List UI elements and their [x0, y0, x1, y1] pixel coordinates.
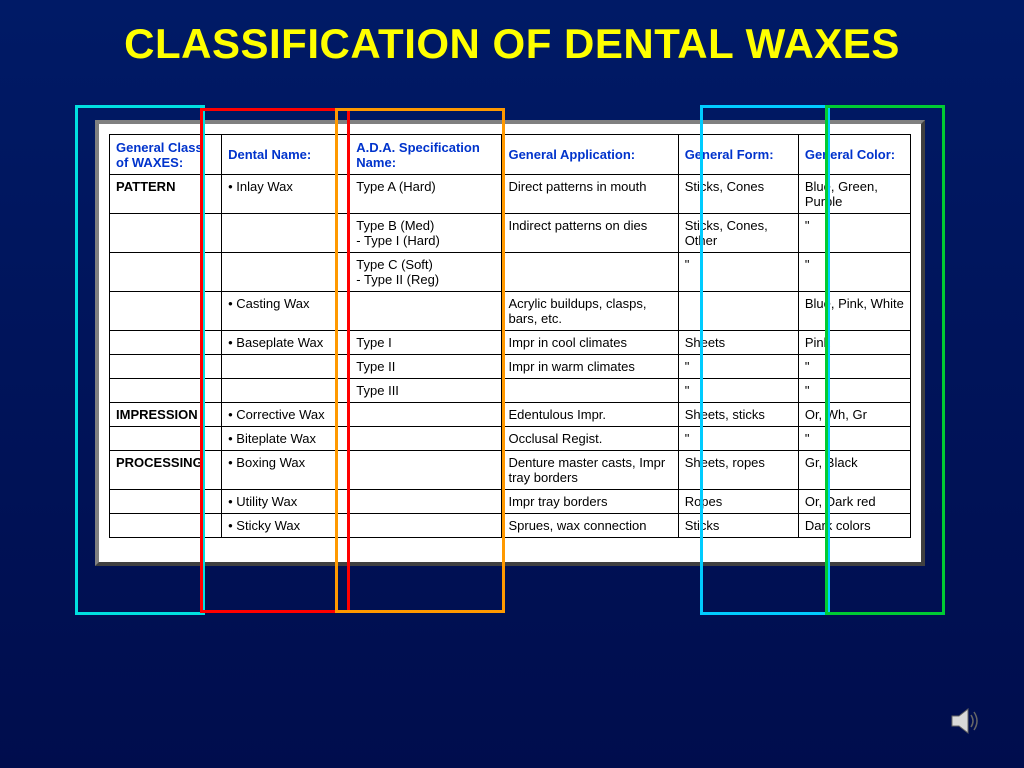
table-cell: Type C (Soft)- Type II (Reg)	[350, 253, 502, 292]
table-header-row: General Class of WAXES:Dental Name:A.D.A…	[110, 135, 911, 175]
col-header-2: A.D.A. Specification Name:	[350, 135, 502, 175]
table-cell: "	[678, 379, 798, 403]
table-cell	[502, 379, 678, 403]
table-cell	[110, 214, 222, 253]
table-cell	[222, 253, 350, 292]
table-cell: Direct patterns in mouth	[502, 175, 678, 214]
table-cell	[678, 292, 798, 331]
table-row: • Sticky Wax Sprues, wax connectionSticks…	[110, 514, 911, 538]
table-cell: Type A (Hard)	[350, 175, 502, 214]
table-cell: Impr in cool climates	[502, 331, 678, 355]
table-row: IMPRESSION• Corrective Wax Edentulous Imp…	[110, 403, 911, 427]
table-cell	[110, 253, 222, 292]
table-cell	[350, 292, 502, 331]
table-cell: "	[678, 253, 798, 292]
table-row: Type B (Med)- Type I (Hard)Indirect patt…	[110, 214, 911, 253]
table-cell: • Corrective Wax	[222, 403, 350, 427]
table-row: • Baseplate WaxType IImpr in cool climat…	[110, 331, 911, 355]
table-cell: • Baseplate Wax	[222, 331, 350, 355]
table-cell: Impr in warm climates	[502, 355, 678, 379]
table-cell: Sticks	[678, 514, 798, 538]
table-cell	[222, 355, 350, 379]
table-cell: Dark colors	[798, 514, 910, 538]
table-cell	[350, 490, 502, 514]
table-cell: "	[798, 253, 910, 292]
table-cell: Sheets, ropes	[678, 451, 798, 490]
table-cell: • Biteplate Wax	[222, 427, 350, 451]
table-cell: Or, Dark red	[798, 490, 910, 514]
table-cell: Or, Wh, Gr	[798, 403, 910, 427]
table-row: PATTERN• Inlay WaxType A (Hard)Direct pa…	[110, 175, 911, 214]
table-cell: "	[678, 355, 798, 379]
table-cell: "	[678, 427, 798, 451]
table-cell	[110, 514, 222, 538]
table-row: PROCESSING• Boxing Wax Denture master cas…	[110, 451, 911, 490]
table-cell: Type I	[350, 331, 502, 355]
table-cell: Blue, Green, Purple	[798, 175, 910, 214]
table-row: Type C (Soft)- Type II (Reg) ""	[110, 253, 911, 292]
table-row: Type III ""	[110, 379, 911, 403]
table-cell: "	[798, 427, 910, 451]
table-cell: Pink	[798, 331, 910, 355]
table-cell: • Casting Wax	[222, 292, 350, 331]
table-cell	[110, 490, 222, 514]
table-cell	[502, 253, 678, 292]
table-cell	[350, 427, 502, 451]
table-cell: Sprues, wax connection	[502, 514, 678, 538]
wax-table-container: General Class of WAXES:Dental Name:A.D.A…	[95, 120, 925, 566]
table-cell: Type II	[350, 355, 502, 379]
table-cell: PROCESSING	[110, 451, 222, 490]
col-header-1: Dental Name:	[222, 135, 350, 175]
table-cell: Sticks, Cones	[678, 175, 798, 214]
table-cell: Acrylic buildups, clasps, bars, etc.	[502, 292, 678, 331]
table-cell: Sheets	[678, 331, 798, 355]
table-cell: • Boxing Wax	[222, 451, 350, 490]
table-cell: Edentulous Impr.	[502, 403, 678, 427]
table-cell: "	[798, 355, 910, 379]
table-cell: • Sticky Wax	[222, 514, 350, 538]
table-cell: Indirect patterns on dies	[502, 214, 678, 253]
col-header-5: General Color:	[798, 135, 910, 175]
table-cell	[110, 292, 222, 331]
table-cell: • Utility Wax	[222, 490, 350, 514]
table-cell	[350, 514, 502, 538]
table-cell	[222, 214, 350, 253]
table-cell: "	[798, 379, 910, 403]
table-cell: Gr, Black	[798, 451, 910, 490]
col-header-4: General Form:	[678, 135, 798, 175]
col-header-0: General Class of WAXES:	[110, 135, 222, 175]
table-cell	[110, 427, 222, 451]
table-cell	[110, 379, 222, 403]
table-cell: "	[798, 214, 910, 253]
table-cell: Sticks, Cones, Other	[678, 214, 798, 253]
table-cell	[222, 379, 350, 403]
table-cell: Occlusal Regist.	[502, 427, 678, 451]
table-cell: Blue, Pink, White	[798, 292, 910, 331]
table-cell: Ropes	[678, 490, 798, 514]
table-row: • Biteplate WaxOcclusal Regist.""	[110, 427, 911, 451]
table-body: PATTERN• Inlay WaxType A (Hard)Direct pa…	[110, 175, 911, 538]
table-cell: Type B (Med)- Type I (Hard)	[350, 214, 502, 253]
speaker-icon	[948, 704, 982, 738]
table-cell: Denture master casts, Impr tray borders	[502, 451, 678, 490]
table-cell: IMPRESSION	[110, 403, 222, 427]
table-cell: • Inlay Wax	[222, 175, 350, 214]
table-cell	[350, 451, 502, 490]
table-cell	[110, 355, 222, 379]
table-cell: Type III	[350, 379, 502, 403]
table-row: • Utility Wax Impr tray bordersRopesOr, D…	[110, 490, 911, 514]
table-row: Type IIImpr in warm climates""	[110, 355, 911, 379]
wax-table: General Class of WAXES:Dental Name:A.D.A…	[109, 134, 911, 538]
page-title: CLASSIFICATION OF DENTAL WAXES	[0, 0, 1024, 68]
col-header-3: General Application:	[502, 135, 678, 175]
table-row: • Casting Wax Acrylic buildups, clasps, b…	[110, 292, 911, 331]
table-cell: PATTERN	[110, 175, 222, 214]
table-cell	[110, 331, 222, 355]
table-cell: Sheets, sticks	[678, 403, 798, 427]
table-cell: Impr tray borders	[502, 490, 678, 514]
table-cell	[350, 403, 502, 427]
